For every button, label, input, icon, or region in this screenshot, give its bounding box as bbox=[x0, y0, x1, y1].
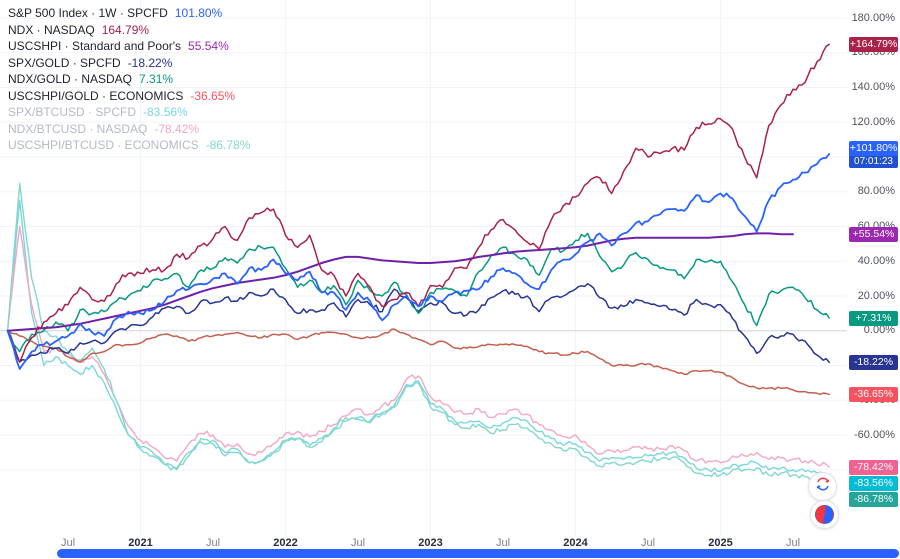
legend-value: -86.78% bbox=[205, 138, 251, 152]
time-axis[interactable]: Jul 2021 Jul 2022 Jul 2023 Jul 2024 Jul 2025 Jul bbox=[0, 536, 847, 551]
price-tick: 0.00% bbox=[863, 324, 895, 337]
timeline-scrollbar[interactable] bbox=[57, 549, 899, 558]
legend-symbol-title: SPX/GOLD · SPCFD bbox=[8, 55, 121, 70]
legend-value: 7.31% bbox=[139, 72, 174, 86]
legend-symbol-title: NDX/BTCUSD · NASDAQ bbox=[8, 121, 148, 136]
time-tick-month: Jul bbox=[60, 537, 76, 549]
legend-value: -36.65% bbox=[190, 88, 236, 103]
price-tick: 40.00% bbox=[857, 254, 895, 267]
legend-value: 55.54% bbox=[188, 39, 229, 53]
legend-symbol-title: USCSHPI/GOLD · ECONOMICS bbox=[8, 88, 184, 103]
time-tick-month: Jul bbox=[785, 537, 801, 549]
globe-flag-icon bbox=[815, 505, 834, 524]
legend: S&P 500 Index · 1W · SPCFD 101.80% NDX · N… bbox=[8, 5, 250, 154]
legend-symbol-title: NDX/GOLD · NASDAQ bbox=[8, 72, 133, 86]
legend-item-spx[interactable]: S&P 500 Index · 1W · SPCFD 101.80% bbox=[8, 5, 250, 22]
instrument-logo-button[interactable] bbox=[810, 500, 839, 529]
time-tick-year: 2023 bbox=[418, 537, 443, 549]
legend-item-uscshpi_btc[interactable]: USCSHPI/BTCUSD · ECONOMICS -86.78% bbox=[8, 137, 250, 154]
time-tick-year: 2022 bbox=[273, 537, 298, 549]
legend-item-spx_btc[interactable]: SPX/BTCUSD · SPCFD -83.56% bbox=[8, 104, 250, 121]
price-axis[interactable]: 180.00% 160.00% 140.00% 120.00% 100.00% 80.00… bbox=[847, 0, 900, 536]
price-tick: 160.00% bbox=[851, 46, 895, 59]
legend-item-uscshpi_gold[interactable]: USCSHPI/GOLD · ECONOMICS -36.65% bbox=[8, 88, 250, 105]
price-tick: 140.00% bbox=[851, 81, 895, 93]
swap-compare-button[interactable] bbox=[808, 472, 837, 501]
legend-item-ndx[interactable]: NDX · NASDAQ 164.79% bbox=[8, 22, 250, 39]
price-tick: -60.00% bbox=[854, 428, 895, 441]
price-tick: 100.00% bbox=[851, 150, 895, 163]
price-tick: -40.00% bbox=[854, 393, 895, 406]
time-tick-month: Jul bbox=[495, 537, 511, 549]
legend-value: -18.22% bbox=[127, 55, 173, 70]
legend-value: 101.80% bbox=[174, 6, 223, 20]
time-tick-year: 2025 bbox=[708, 537, 733, 549]
series-line-uscshpi[interactable] bbox=[6, 232, 794, 332]
legend-symbol-title: USCSHPI/BTCUSD · ECONOMICS bbox=[8, 138, 199, 152]
legend-item-ndx_btc[interactable]: NDX/BTCUSD · NASDAQ -78.42% bbox=[8, 121, 250, 138]
time-tick-year: 2024 bbox=[563, 537, 588, 549]
time-tick-month: Jul bbox=[350, 537, 366, 549]
legend-item-uscshpi[interactable]: USCSHPI · Standard and Poor's 55.54% bbox=[8, 38, 250, 55]
time-tick-year: 2021 bbox=[128, 537, 153, 549]
legend-symbol-title: NDX · NASDAQ bbox=[8, 22, 95, 37]
legend-item-spx_gold[interactable]: SPX/GOLD · SPCFD -18.22% bbox=[8, 55, 250, 72]
price-tick: 80.00% bbox=[857, 185, 895, 198]
legend-symbol-title: SPX/BTCUSD · SPCFD bbox=[8, 105, 137, 119]
series-line-spx_gold[interactable] bbox=[6, 283, 830, 364]
series-line-spx[interactable] bbox=[6, 153, 831, 370]
series-line-ndx_gold[interactable] bbox=[6, 232, 830, 353]
price-tick: 120.00% bbox=[851, 115, 895, 128]
time-tick-month: Jul bbox=[640, 537, 656, 549]
price-tick: 180.00% bbox=[851, 11, 895, 24]
series-lines bbox=[6, 43, 831, 484]
price-tick: -20.00% bbox=[854, 359, 895, 371]
legend-symbol-title: S&P 500 Index · 1W · SPCFD bbox=[8, 6, 168, 20]
legend-item-ndx_gold[interactable]: NDX/GOLD · NASDAQ 7.31% bbox=[8, 71, 250, 88]
series-line-ndx_btc[interactable] bbox=[6, 225, 830, 468]
legend-value: -83.56% bbox=[143, 105, 188, 119]
legend-value: -78.42% bbox=[154, 121, 200, 136]
legend-symbol-title: USCSHPI · Standard and Poor's bbox=[8, 39, 182, 53]
time-tick-month: Jul bbox=[205, 537, 221, 549]
swap-arrows-icon bbox=[814, 475, 832, 498]
series-line-uscshpi_gold[interactable] bbox=[6, 328, 830, 396]
legend-value: 164.79% bbox=[101, 22, 150, 37]
series-line-uscshpi_btc[interactable] bbox=[6, 182, 830, 484]
series-line-spx_btc[interactable] bbox=[6, 199, 830, 477]
price-tick: 20.00% bbox=[857, 289, 895, 302]
price-tick: -80.00% bbox=[854, 463, 895, 476]
price-tick: 60.00% bbox=[857, 220, 895, 232]
